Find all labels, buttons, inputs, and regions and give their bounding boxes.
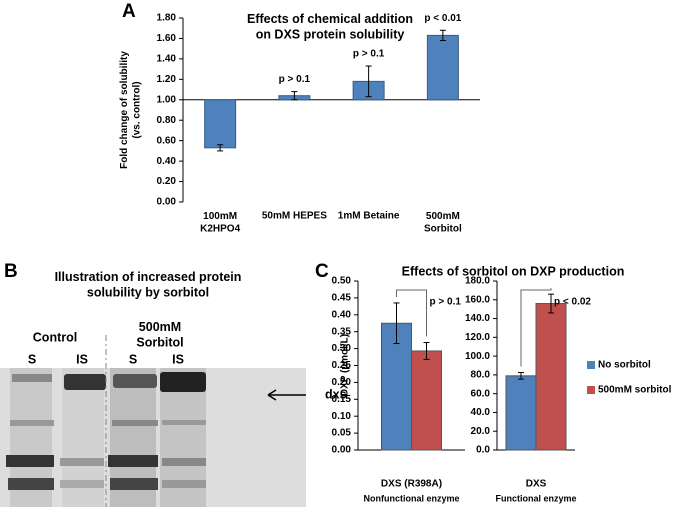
y-tick-label: 20.0 — [471, 426, 491, 437]
error-bar — [518, 372, 524, 380]
y-tick-label: 0.00 — [157, 197, 177, 208]
significance-bracket — [520, 288, 552, 367]
y-tick-label: 80.0 — [471, 370, 491, 381]
band-label: dxs — [325, 387, 347, 401]
bar — [535, 303, 567, 451]
y-tick-label: 0.60 — [157, 135, 177, 146]
bar — [505, 375, 537, 451]
error-bar — [423, 342, 430, 360]
bar — [426, 34, 459, 101]
y-tick-label: 0.50 — [332, 276, 352, 287]
y-axis-label: Fold change of solubility (vs. control) — [119, 51, 143, 169]
lane-label: IS — [76, 352, 88, 366]
y-tick-label: 0.35 — [332, 326, 352, 337]
y-tick-label: 0.20 — [157, 176, 177, 187]
legend-label: 500mM sorbitol — [598, 385, 672, 396]
error-bar — [439, 29, 446, 41]
y-tick-label: 0.0 — [476, 445, 490, 456]
legend-swatch — [587, 386, 595, 394]
y-tick-label: 0.40 — [157, 156, 177, 167]
y-tick-label: 1.80 — [157, 13, 177, 24]
x-tick-label: DXS — [526, 479, 547, 490]
bar — [204, 99, 237, 149]
panel-label: B — [4, 261, 18, 282]
y-tick-label: 120.0 — [465, 332, 490, 343]
x-tick-label: DXS (R398A) — [381, 479, 442, 490]
error-bar — [548, 293, 554, 314]
error-bar — [291, 91, 298, 101]
y-tick-label: 60.0 — [471, 388, 491, 399]
error-bar — [217, 144, 224, 152]
x-tick-label: 50mM HEPES — [262, 211, 327, 222]
y-tick-label: 1.40 — [157, 54, 177, 65]
annotation: p > 0.1 — [430, 297, 462, 308]
y-tick-label: 0.40 — [332, 309, 352, 320]
annotation: p < 0.02 — [554, 297, 591, 308]
lane-label: S — [129, 352, 137, 366]
gel-title: Illustration of increased protein solubil… — [55, 270, 242, 300]
gel-image — [0, 335, 306, 507]
gel-group: 500mM Sorbitol — [136, 320, 183, 350]
bar-note: p > 0.1 — [279, 74, 311, 85]
gel-group: Control — [33, 330, 77, 344]
y-tick-label: 0.45 — [332, 293, 352, 304]
y-tick-label: 0.25 — [332, 360, 352, 371]
y-tick-label: 100.0 — [465, 351, 490, 362]
y-axis-label: DXP (µmol/L) — [340, 334, 351, 396]
panel-label: C — [315, 261, 329, 282]
y-tick-label: 140.0 — [465, 313, 490, 324]
x-tick-label: 1mM Betaine — [338, 211, 400, 222]
significance-bracket — [396, 289, 427, 337]
lane-label: S — [28, 352, 36, 366]
y-tick-label: 0.10 — [332, 411, 352, 422]
bar-note: p > 0.1 — [353, 49, 385, 60]
y-tick-label: 40.0 — [471, 407, 491, 418]
chart-title: Effects of chemical addition on DXS prote… — [247, 12, 413, 42]
y-tick-label: 0.20 — [332, 377, 352, 388]
y-tick-label: 180.0 — [465, 276, 490, 287]
y-tick-label: 1.60 — [157, 33, 177, 44]
error-bar — [393, 302, 400, 345]
y-tick-label: 0.05 — [332, 428, 352, 439]
x-tick-label: 500mM Sorbitol — [424, 211, 462, 235]
error-bar — [365, 65, 372, 98]
bar-note: p < 0.01 — [424, 13, 461, 24]
y-tick-label: 0.00 — [332, 445, 352, 456]
y-tick-label: 0.15 — [332, 394, 352, 405]
y-tick-label: 0.80 — [157, 115, 177, 126]
y-tick-label: 1.00 — [157, 94, 177, 105]
y-tick-label: 1.20 — [157, 74, 177, 85]
y-tick-label: 0.30 — [332, 343, 352, 354]
category-note: Nonfunctional enzyme — [363, 493, 459, 503]
y-tick-label: 160.0 — [465, 294, 490, 305]
category-note: Functional enzyme — [495, 493, 576, 503]
panel-label: A — [122, 1, 136, 22]
legend-label: No sorbitol — [598, 360, 651, 371]
x-tick-label: 100mM K2HPO4 — [200, 211, 240, 235]
chart-title: Effects of sorbitol on DXP production — [402, 264, 625, 278]
legend-swatch — [587, 361, 595, 369]
lane-label: IS — [172, 352, 184, 366]
bar — [411, 350, 442, 451]
